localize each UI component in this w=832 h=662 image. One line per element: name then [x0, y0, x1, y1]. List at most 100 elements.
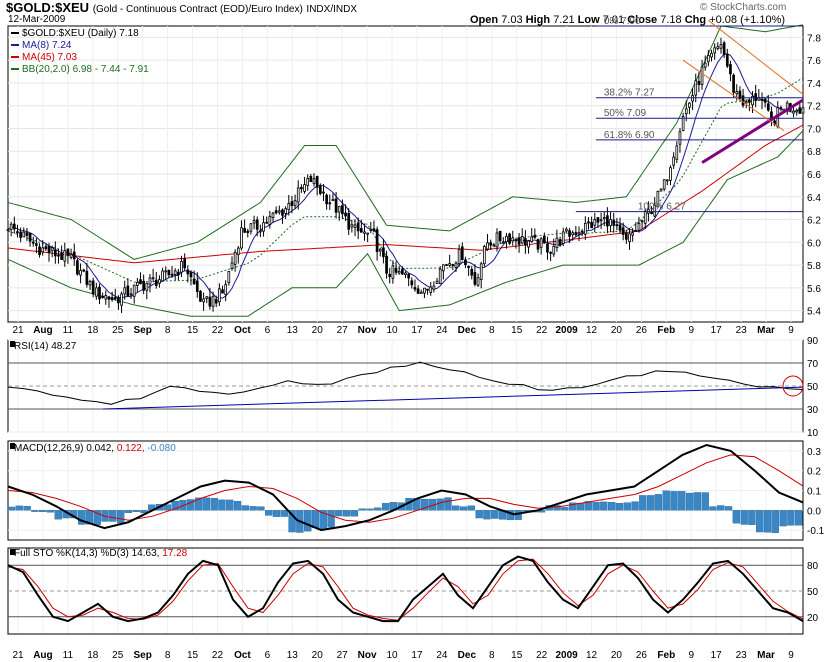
candle-body [710, 52, 713, 58]
price-tick-label: 6.6 [807, 170, 821, 181]
x-tick-label: 9 [788, 325, 794, 336]
macd-histogram-bar [335, 510, 343, 517]
open-label: Open [470, 14, 499, 26]
candle-body [98, 286, 101, 300]
fib-level-label: 0% 7.90 [604, 16, 641, 27]
candle-body [577, 232, 581, 235]
rsi-tick-label: 50 [807, 382, 819, 393]
candle-body [520, 235, 524, 244]
macd-histogram-bar [350, 510, 359, 517]
fib-level-label: 61.8% 6.90 [604, 130, 655, 141]
candle-body [227, 270, 231, 284]
candle-body [183, 258, 187, 269]
candle-body [766, 103, 770, 111]
candle-body [558, 239, 562, 246]
candle-body [609, 219, 612, 227]
candle-body [287, 203, 291, 210]
ma8-line [7, 53, 803, 299]
candle-body [779, 107, 783, 110]
candle-body [117, 297, 120, 304]
price-tick-label: 7.4 [807, 79, 821, 90]
rsi-highlight-circle [782, 375, 804, 397]
macd-title: MACD(12,26,9) 0.042, 0.122, -0.080 [14, 443, 176, 454]
candle-body [22, 231, 26, 238]
candle-body [454, 262, 458, 269]
candle-body [634, 230, 638, 232]
candle-body [341, 205, 344, 215]
macd-tick-label: 0.2 [807, 467, 821, 478]
macd-histogram-bar [7, 506, 16, 511]
macd-histogram-bar [171, 501, 179, 511]
candle-body [293, 200, 297, 207]
candle-body [53, 249, 57, 257]
candle-body [602, 217, 606, 219]
candle-body [271, 212, 275, 219]
candle-body [274, 210, 278, 214]
candle-body [249, 223, 253, 232]
macd-tick-label: -0.1 [807, 526, 825, 537]
macd-histogram-bar [756, 510, 764, 533]
candle-body [309, 176, 313, 183]
rsi-tick-label: 90 [807, 336, 819, 347]
high-value: 7.21 [553, 14, 575, 26]
price-tick-label: 6.8 [807, 147, 821, 158]
candle-body [401, 268, 404, 275]
candle-body [214, 298, 218, 304]
candle-body [369, 228, 373, 231]
x-tick-label: 13 [287, 325, 299, 336]
macd-histogram-bar [140, 510, 148, 514]
candle-body [353, 224, 357, 228]
candle-body [334, 198, 338, 213]
candle-body [136, 282, 139, 286]
candle-body [467, 265, 470, 268]
x-tick-label: 10 [386, 325, 398, 336]
candle-body [167, 269, 171, 276]
macd-histogram-bar [779, 510, 787, 527]
candle-body [38, 246, 41, 255]
macd-histogram-bar [54, 510, 62, 520]
x-tick-label-bottom: Sep [134, 650, 152, 661]
candle-body [31, 241, 35, 244]
candle-body [312, 178, 316, 184]
candle-body [246, 230, 250, 234]
macd-histogram-bar [670, 491, 678, 511]
candle-body [262, 222, 265, 232]
macd-histogram-bar [187, 499, 195, 511]
candle-body [719, 44, 723, 49]
x-tick-label: Sep [134, 325, 152, 336]
ohlc-summary: Open 7.03 High 7.21 Low 7.01 Close 7.18 … [470, 14, 785, 26]
candle-body [473, 272, 477, 285]
candle-body [479, 263, 483, 280]
candle-body [199, 290, 202, 302]
x-tick-label: 18 [87, 325, 99, 336]
macd-histogram-bar [31, 510, 39, 512]
candle-body [202, 298, 205, 303]
candle-body [763, 98, 767, 103]
macd-histogram-bar [646, 495, 655, 511]
candle-body [587, 221, 590, 224]
macd-histogram-bar [109, 510, 117, 522]
candle-body [132, 284, 136, 297]
candle-body [57, 254, 60, 257]
candle-body [653, 205, 657, 217]
x-tick-label: 25 [112, 325, 124, 336]
candle-body [432, 285, 436, 290]
x-tick-label: 21 [12, 325, 24, 336]
x-tick-label-bottom: 17 [411, 650, 423, 661]
candle-body [158, 279, 161, 284]
price-tick-label: 5.8 [807, 261, 821, 272]
candle-body [517, 237, 521, 245]
macd-histogram-bar [311, 510, 320, 528]
close-label: Close [627, 14, 658, 26]
candle-body [735, 91, 739, 95]
candle-body [413, 287, 417, 290]
candle-body [391, 265, 395, 279]
legend-ma8: MA(8) 7.24 [22, 40, 72, 51]
candle-body [259, 230, 262, 233]
x-tick-label-bottom: Dec [458, 650, 477, 661]
x-tick-label-bottom: Feb [657, 650, 675, 661]
macd-histogram-bar [265, 510, 273, 516]
candle-body [224, 284, 228, 296]
candle-body [233, 251, 237, 265]
macd-histogram-bar [210, 497, 218, 511]
